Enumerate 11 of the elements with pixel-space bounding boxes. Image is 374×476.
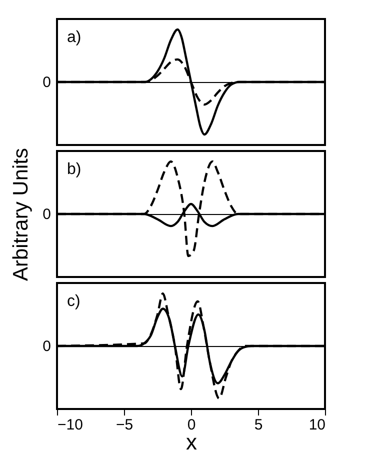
x-tick-label: 5 [254,416,263,434]
text: 0 [42,74,51,91]
x-tick-label: 10 [308,416,326,434]
annotation: b) [67,161,82,178]
y-axis-title: Arbitrary Units [10,148,32,282]
annotation: c) [67,293,80,310]
text: 0 [42,206,51,223]
text: 0 [42,338,51,355]
annotation: a) [67,29,82,46]
x-tick-label: −5 [116,416,134,434]
x-tick-label: −10 [58,416,83,434]
